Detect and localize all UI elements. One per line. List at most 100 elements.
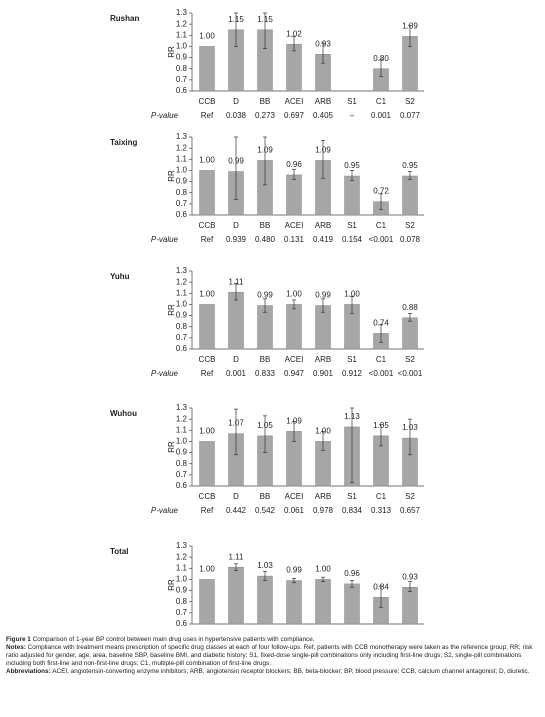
panel-title: Taixing [110, 138, 138, 147]
bar [315, 579, 331, 625]
bar [344, 583, 360, 625]
y-tick-label: 0.9 [176, 586, 188, 595]
bar [228, 566, 244, 625]
y-axis-label: RR [167, 579, 176, 591]
p-value: Ref [201, 111, 214, 120]
x-tick-label: BB [260, 355, 271, 364]
value-label: 0.99 [315, 291, 331, 300]
x-tick-label: S2 [405, 221, 415, 230]
x-tick-label: S1 [347, 97, 357, 106]
bar [286, 304, 302, 350]
y-tick-label: 1.2 [176, 414, 188, 423]
bar [257, 575, 273, 625]
value-label: 1.09 [286, 417, 302, 426]
p-value: 0.419 [313, 235, 334, 244]
y-axis-label: RR [167, 441, 176, 453]
p-value: 0.901 [313, 369, 334, 378]
value-label: 0.96 [286, 160, 302, 169]
bar [344, 175, 360, 216]
y-tick-label: 1.1 [176, 563, 188, 572]
abbr-label: Abbreviations: [6, 668, 51, 675]
y-tick-label: 1.2 [176, 277, 188, 286]
p-value-label: P-value [151, 506, 179, 515]
x-tick-label: D [233, 492, 239, 501]
notes-label: Notes: [6, 644, 26, 651]
y-tick-label: 1.2 [176, 552, 188, 561]
y-tick-label: 1.2 [176, 19, 188, 28]
caption: Figure 1 Comparison of 1-year BP control… [6, 636, 540, 676]
x-tick-label: S1 [347, 492, 357, 501]
y-tick-label: 1.3 [176, 403, 188, 412]
y-tick-label: 0.6 [176, 86, 188, 95]
p-value: 0.001 [371, 111, 392, 120]
value-label: 1.09 [315, 146, 331, 155]
value-label: 0.80 [373, 54, 389, 63]
value-label: 1.00 [199, 156, 215, 165]
figure-label: Figure 1 [6, 636, 31, 643]
y-tick-label: 1.0 [176, 42, 188, 51]
bar [402, 175, 418, 216]
p-value-label: P-value [151, 111, 179, 120]
y-tick-label: 1.1 [176, 288, 188, 297]
y-tick-label: 0.8 [176, 322, 188, 331]
value-label: 1.05 [373, 421, 389, 430]
y-tick-label: 0.8 [176, 64, 188, 73]
figure: Rushan RR 0.6 0.7 0.8 0.9 1.0 1.1 1.2 1.3 P-value C… [110, 8, 424, 628]
p-value: 0.313 [371, 506, 392, 515]
y-tick-label: 1.3 [176, 541, 188, 550]
p-value: – [350, 111, 355, 120]
bar [199, 579, 215, 625]
y-tick-label: 0.9 [176, 311, 188, 320]
x-tick-label: D [233, 97, 239, 106]
bar [199, 304, 215, 350]
y-axis-label: RR [167, 304, 176, 316]
x-tick-label: S2 [405, 97, 415, 106]
y-tick-label: 0.6 [176, 344, 188, 353]
value-label: 1.15 [228, 15, 244, 24]
x-tick-label: D [233, 221, 239, 230]
y-tick-label: 0.7 [176, 608, 188, 617]
y-tick-label: 1.3 [176, 8, 188, 17]
x-tick-label: C1 [376, 97, 387, 106]
value-label: 1.09 [257, 146, 273, 155]
panel-title: Wuhou [110, 409, 137, 418]
y-tick-label: 0.7 [176, 333, 188, 342]
p-value: 0.131 [284, 235, 305, 244]
y-tick-label: 1.0 [176, 166, 188, 175]
x-tick-label: S2 [405, 492, 415, 501]
y-tick-label: 0.9 [176, 448, 188, 457]
value-label: 1.03 [257, 561, 273, 570]
value-label: 1.03 [402, 423, 418, 432]
bar [228, 291, 244, 350]
abbr-text: ACEI, angiotensin-converting enzyme inhi… [52, 668, 530, 675]
value-label: 1.00 [199, 565, 215, 574]
y-tick-label: 1.0 [176, 437, 188, 446]
p-value: 0.273 [255, 111, 276, 120]
y-tick-label: 0.6 [176, 210, 188, 219]
notes: Notes: Compliance with treatment means p… [6, 644, 540, 668]
value-label: 0.99 [228, 157, 244, 166]
figure-caption: Figure 1 Comparison of 1-year BP control… [6, 636, 540, 644]
value-label: 1.09 [402, 22, 418, 31]
x-tick-label: S1 [347, 355, 357, 364]
y-axis-label: RR [167, 170, 176, 182]
y-tick-label: 0.8 [176, 459, 188, 468]
p-value: 0.657 [400, 506, 421, 515]
x-tick-label: ACEI [285, 221, 304, 230]
y-tick-label: 1.1 [176, 425, 188, 434]
p-value-label: P-value [151, 235, 179, 244]
value-label: 0.96 [344, 569, 360, 578]
p-value: 0.442 [226, 506, 247, 515]
y-tick-label: 1.3 [176, 266, 188, 275]
p-value: 0.939 [226, 235, 247, 244]
x-tick-label: ARB [315, 492, 331, 501]
value-label: 1.00 [199, 32, 215, 41]
y-tick-label: 0.7 [176, 470, 188, 479]
x-tick-label: CCB [199, 355, 216, 364]
y-tick-label: 0.9 [176, 53, 188, 62]
value-label: 1.00 [199, 290, 215, 299]
x-tick-label: C1 [376, 355, 387, 364]
p-value: 0.912 [342, 369, 363, 378]
abbreviations: Abbreviations: ACEI, angiotensin-convert… [6, 668, 540, 676]
